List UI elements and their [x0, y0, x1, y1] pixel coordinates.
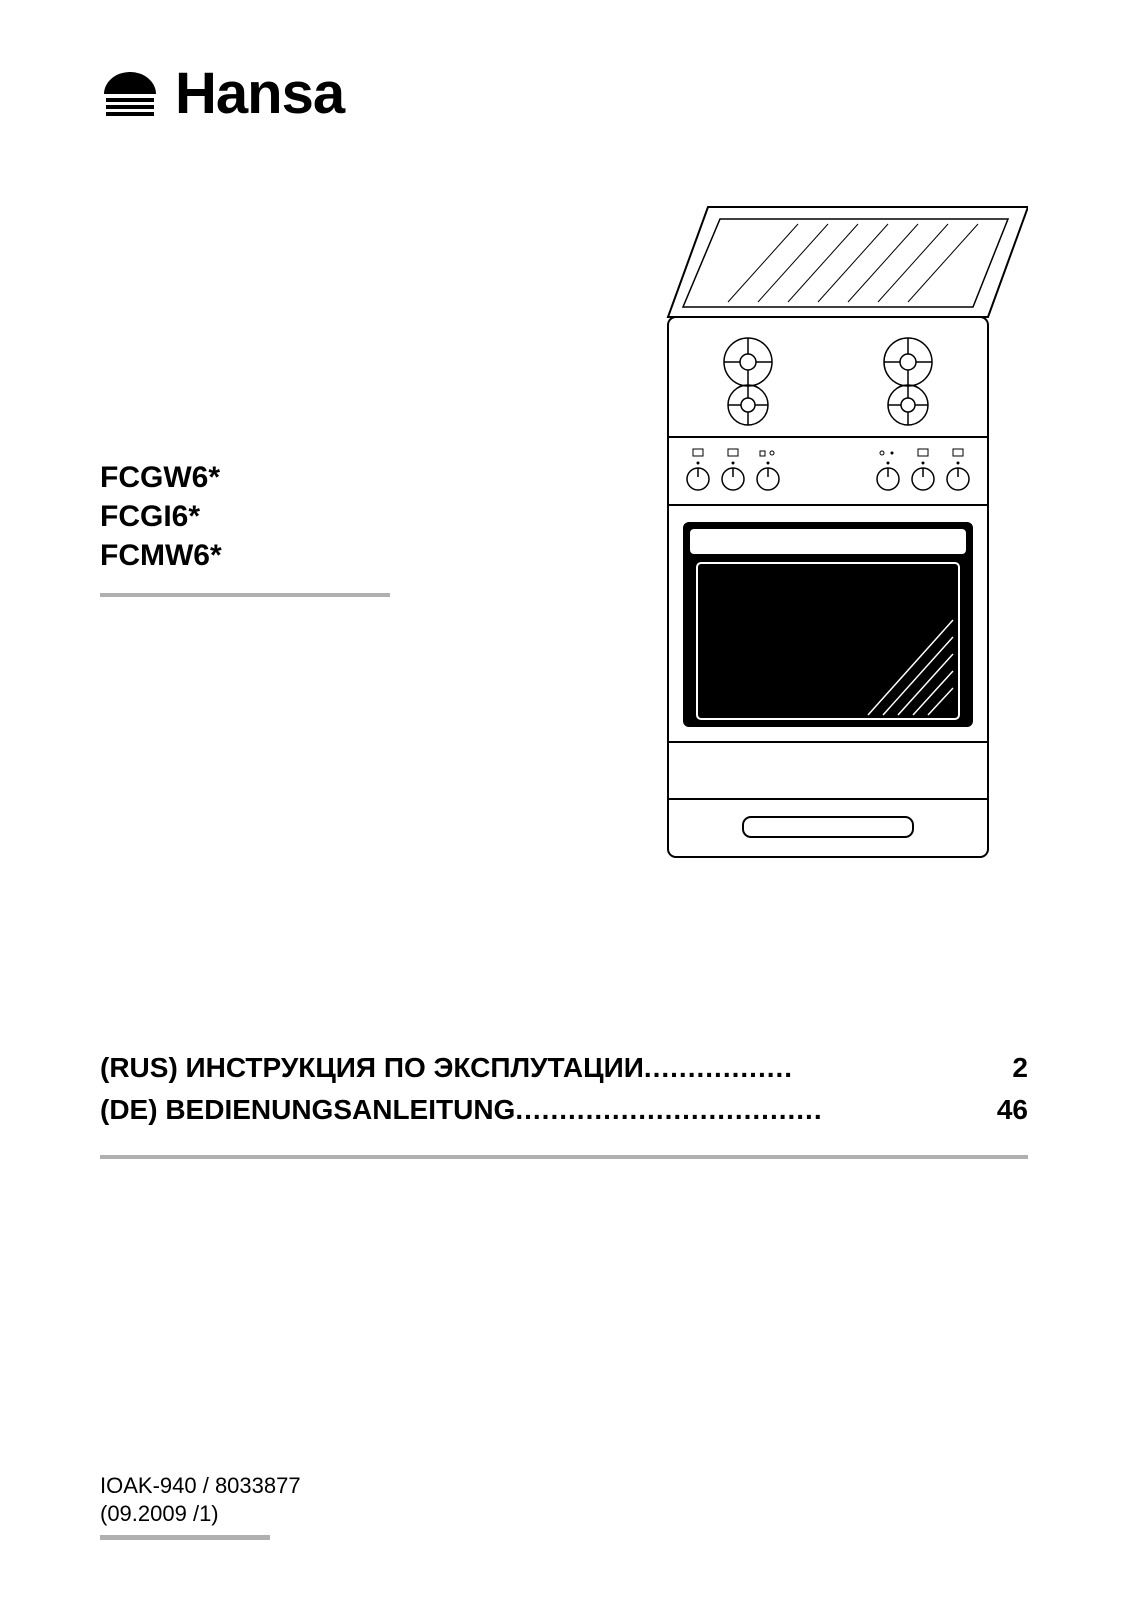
model-line-3: FCMW6*: [100, 536, 390, 575]
lang-dots-rus: .................: [644, 1047, 1013, 1089]
content-row: FCGW6* FCGI6* FCMW6*: [100, 187, 1028, 867]
knob-1: [687, 449, 709, 490]
model-line-2: FCGI6*: [100, 497, 390, 536]
brand-logo: Hansa: [100, 60, 1028, 127]
burner-front-right: [888, 385, 928, 425]
brand-name: Hansa: [175, 60, 344, 127]
burner-front-left: [728, 385, 768, 425]
models-block: FCGW6* FCGI6* FCMW6*: [100, 458, 390, 597]
language-row-de: (DE) BEDIENUNGSANLEITUNG ...............…: [100, 1089, 1028, 1131]
knob-6: [947, 449, 969, 490]
footer-block: IOAK-940 / 8033877 (09.2009 /1): [100, 1472, 301, 1540]
knob-5: [912, 449, 934, 490]
burner-rear-right: [884, 338, 932, 386]
lang-page-de: 46: [997, 1089, 1028, 1131]
hansa-logo-icon: [100, 70, 160, 118]
lang-page-rus: 2: [1012, 1047, 1028, 1089]
languages-block: (RUS) ИНСТРУКЦИЯ ПО ЭКСПЛУТАЦИИ ........…: [100, 1047, 1028, 1131]
lang-prefix-rus: (RUS) ИНСТРУКЦИЯ ПО ЭКСПЛУТАЦИИ: [100, 1047, 644, 1089]
languages-underline: [100, 1155, 1028, 1159]
footer-line-2: (09.2009 /1): [100, 1500, 301, 1529]
footer-line-1: IOAK-940 / 8033877: [100, 1472, 301, 1501]
language-row-rus: (RUS) ИНСТРУКЦИЯ ПО ЭКСПЛУТАЦИИ ........…: [100, 1047, 1028, 1089]
models-underline: [100, 593, 390, 597]
knob-3: [757, 451, 779, 490]
footer-underline: [100, 1535, 270, 1540]
burner-rear-left: [724, 338, 772, 386]
lang-prefix-de: (DE) BEDIENUNGSANLEITUNG: [100, 1089, 515, 1131]
model-line-1: FCGW6*: [100, 458, 390, 497]
lang-dots-de: ...................................: [515, 1089, 997, 1131]
cooker-illustration: [628, 187, 1028, 867]
knob-2: [722, 449, 744, 490]
knob-4: [877, 451, 899, 490]
